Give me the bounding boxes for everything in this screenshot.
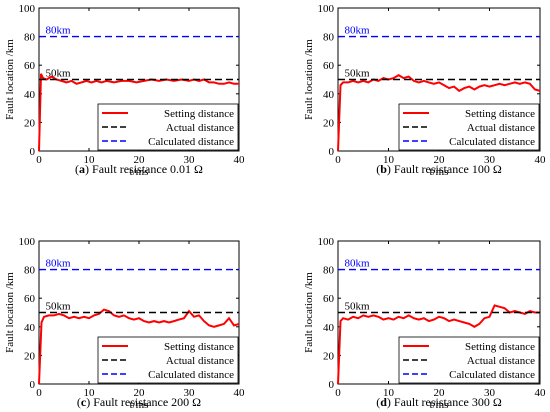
x-tick-label: 10 [383, 154, 395, 166]
y-tick-label: 40 [323, 322, 335, 334]
y-tick-label: 80 [24, 265, 36, 277]
y-tick-label: 100 [318, 3, 335, 15]
y-axis-label: Fault location /km [303, 39, 315, 120]
panel-caption: (c) Fault resistance 200 Ω [76, 395, 202, 409]
legend-label: Calculated distance [148, 369, 234, 381]
x-tick-label: 0 [335, 154, 341, 166]
y-tick-label: 40 [24, 89, 36, 101]
x-tick-label: 0 [36, 154, 42, 166]
legend-label: Calculated distance [449, 369, 535, 381]
y-tick-label: 100 [318, 236, 335, 248]
y-tick-label: 60 [24, 293, 36, 305]
x-tick-label: 40 [234, 387, 246, 399]
y-axis-label: Fault location /km [4, 272, 16, 353]
x-tick-label: 0 [335, 387, 341, 399]
y-axis-label: Fault location /km [303, 272, 315, 353]
x-tick-label: 10 [383, 387, 395, 399]
legend-label: Setting distance [465, 341, 535, 353]
series-line-setting-distance [38, 308, 240, 385]
annotation-label: 80km [345, 258, 371, 270]
panel-caption: (b) Fault resistance 100 Ω [376, 162, 502, 176]
y-tick-label: 100 [19, 236, 36, 248]
y-tick-label: 0 [329, 146, 335, 158]
y-tick-label: 20 [24, 117, 36, 129]
annotation-label: 50km [345, 68, 371, 80]
caption-text: Fault resistance 300 Ω [393, 395, 502, 409]
annotation-label: 80km [46, 258, 72, 270]
legend-label: Setting distance [465, 108, 535, 120]
caption-text: Fault resistance 200 Ω [93, 395, 202, 409]
x-tick-label: 40 [234, 154, 246, 166]
x-tick-label: 40 [535, 154, 547, 166]
y-tick-label: 0 [30, 146, 36, 158]
x-tick-label: 20 [134, 154, 146, 166]
legend-label: Calculated distance [449, 136, 535, 148]
series-line-setting-distance [337, 304, 540, 385]
y-tick-label: 20 [323, 350, 335, 362]
caption-letter: a [79, 162, 86, 176]
caption-text: Fault resistance 0.01 Ω [92, 162, 203, 176]
x-tick-label: 30 [184, 154, 196, 166]
x-tick-label: 20 [434, 154, 446, 166]
legend-label: Actual distance [467, 355, 535, 367]
chart-panel-a: 0 10 20 30 40 0 20 40 60 80 100 t/ms Fault location … [4, 3, 245, 178]
y-tick-label: 80 [24, 32, 36, 44]
y-tick-label: 80 [323, 32, 335, 44]
annotation-label: 50km [46, 301, 72, 313]
y-tick-label: 0 [329, 379, 335, 391]
legend-label: Actual distance [166, 122, 234, 134]
y-tick-label: 80 [323, 265, 335, 277]
y-tick-label: 40 [24, 322, 36, 334]
x-tick-label: 20 [134, 387, 146, 399]
series-line-setting-distance [38, 73, 239, 152]
x-axis-label: t/ms [430, 399, 449, 411]
caption-letter: b [380, 162, 387, 176]
annotation-label: 50km [46, 68, 72, 80]
x-tick-label: 30 [184, 387, 196, 399]
x-tick-label: 0 [36, 387, 42, 399]
y-tick-label: 20 [323, 117, 335, 129]
panel-caption: (d) Fault resistance 300 Ω [376, 395, 502, 409]
caption-letter: c [80, 395, 87, 409]
chart-panel-b: 0 10 20 30 40 0 20 40 60 80 100 t/ms Fault location … [303, 3, 546, 178]
legend-label: Setting distance [164, 108, 234, 120]
x-axis-label: t/ms [130, 166, 149, 178]
chart-panel-c: 0 10 20 30 40 0 20 40 60 80 100 t/ms Fault location … [4, 236, 245, 411]
y-tick-label: 40 [323, 89, 335, 101]
y-tick-label: 60 [323, 60, 335, 72]
series-line-setting-distance [337, 74, 541, 152]
x-tick-label: 10 [84, 387, 96, 399]
x-tick-label: 20 [434, 387, 446, 399]
y-tick-label: 100 [19, 3, 36, 15]
x-tick-label: 40 [535, 387, 547, 399]
x-tick-label: 10 [84, 154, 96, 166]
annotation-label: 50km [345, 301, 371, 313]
legend-label: Actual distance [467, 122, 535, 134]
panel-caption: (a) Fault resistance 0.01 Ω [75, 162, 203, 176]
x-tick-label: 30 [484, 154, 496, 166]
y-tick-label: 20 [24, 350, 36, 362]
y-tick-label: 0 [30, 379, 36, 391]
annotation-label: 80km [46, 25, 72, 37]
caption-text: Fault resistance 100 Ω [393, 162, 502, 176]
chart-panel-d: 0 10 20 30 40 0 20 40 60 80 100 t/ms Fault location … [303, 236, 546, 411]
x-axis-label: t/ms [130, 399, 149, 411]
legend-label: Setting distance [164, 341, 234, 353]
y-axis-label: Fault location /km [4, 39, 16, 120]
y-tick-label: 60 [24, 60, 36, 72]
x-axis-label: t/ms [430, 166, 449, 178]
legend-label: Actual distance [166, 355, 234, 367]
y-tick-label: 60 [323, 293, 335, 305]
x-tick-label: 30 [484, 387, 496, 399]
caption-letter: d [380, 395, 387, 409]
annotation-label: 80km [345, 25, 371, 37]
legend-label: Calculated distance [148, 136, 234, 148]
